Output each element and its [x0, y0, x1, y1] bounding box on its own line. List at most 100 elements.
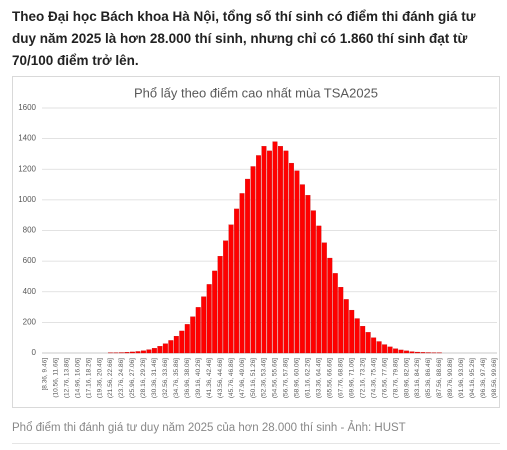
x-tick-label: (12.76, 13.86]: [63, 358, 70, 398]
bar: [371, 337, 377, 354]
x-tick-label: (14.96, 16.06]: [74, 358, 81, 398]
x-tick-label: (45.76, 46.86]: [228, 358, 235, 398]
x-tick-label: (36.96, 38.06]: [184, 358, 191, 398]
x-tick-label: (50.16, 51.26]: [250, 358, 257, 398]
bar: [272, 141, 278, 354]
bar: [157, 346, 163, 354]
bar: [288, 162, 294, 354]
bar: [267, 150, 272, 354]
bar: [129, 351, 135, 354]
x-tick-label: (10.56, 11.66]: [52, 358, 59, 398]
x-tick-label: (91.96, 93.06]: [458, 358, 465, 398]
x-tick-label: (47.96, 49.06]: [239, 358, 246, 398]
bar: [321, 242, 327, 354]
bar: [365, 332, 371, 354]
bar: [184, 324, 190, 354]
bar: [162, 343, 168, 354]
x-tick-label: (96.36, 97.46]: [480, 358, 487, 398]
x-tick-label: (43.56, 44.66]: [217, 358, 224, 398]
bar: [179, 330, 185, 354]
y-tick-label: 1400: [18, 134, 36, 143]
bar: [376, 341, 382, 354]
bar: [256, 155, 261, 354]
bar: [299, 184, 305, 354]
bar: [404, 350, 410, 354]
bar: [228, 224, 234, 354]
bar: [212, 270, 218, 354]
bar: [234, 208, 240, 354]
y-tick-label: 1600: [18, 103, 36, 112]
y-tick-label: 0: [32, 348, 37, 357]
bar: [420, 352, 426, 354]
bar: [327, 257, 333, 354]
bar: [349, 309, 355, 354]
x-tick-label: (83.16, 84.26]: [414, 358, 421, 398]
x-tick-label: (32.56, 33.66]: [162, 358, 169, 398]
divider: [12, 443, 500, 444]
bar: [382, 344, 388, 354]
bar: [140, 350, 146, 354]
x-tick-label: (72.16, 73.26]: [359, 358, 366, 398]
x-tick-label: (69.96, 71.06]: [348, 358, 355, 398]
bar: [201, 296, 207, 354]
x-tick-label: (17.16, 18.26]: [85, 358, 92, 398]
x-tick-label: (21.56, 22.66]: [107, 358, 114, 398]
bar: [146, 349, 152, 354]
bar: [294, 170, 300, 354]
bar: [338, 287, 344, 354]
x-tick-label: (39.16, 40.26]: [195, 358, 202, 398]
bar: [151, 348, 157, 354]
x-tick-label: (63.36, 64.46]: [316, 358, 323, 398]
bar: [195, 307, 201, 354]
x-tick-label: (74.36, 75.46]: [370, 358, 377, 398]
bar: [360, 326, 366, 354]
bar: [173, 336, 179, 354]
bar: [245, 178, 251, 354]
bar: [310, 210, 316, 354]
x-tick-label: (52.36, 53.46]: [261, 358, 268, 398]
bar: [387, 346, 393, 354]
paragraph: Theo Đại học Bách khoa Hà Nội, tổng số t…: [12, 9, 476, 68]
y-tick-label: 1200: [18, 164, 36, 173]
y-tick-label: 1000: [18, 195, 36, 204]
x-tick-label: (76.56, 77.66]: [381, 358, 388, 398]
x-tick-label: (23.76, 24.86]: [118, 358, 125, 398]
x-tick-label: (65.56, 66.66]: [327, 358, 334, 398]
bar: [168, 340, 174, 354]
x-tick-label: (61.16, 62.26]: [305, 358, 312, 398]
x-tick-label: (41.36, 42.46]: [206, 358, 213, 398]
bar: [223, 240, 229, 354]
x-tick-label: (56.76, 57.86]: [283, 358, 290, 398]
x-tick-label: (87.56, 88.66]: [436, 358, 443, 398]
caption: Phổ điểm thi đánh giá tư duy năm 2025 củ…: [12, 422, 406, 434]
bar: [343, 299, 349, 354]
bar: [124, 352, 130, 354]
x-tick-label: (80.96, 82.06]: [403, 358, 410, 398]
bar: [283, 150, 289, 354]
y-tick-label: 800: [23, 226, 37, 235]
x-tick-label: (78.76, 79.86]: [392, 358, 399, 398]
bar: [261, 146, 267, 354]
bar: [206, 284, 212, 354]
y-tick-label: 600: [23, 256, 37, 265]
x-tick-label: (19.36, 20.46]: [96, 358, 103, 398]
bar: [305, 195, 311, 354]
bar: [409, 351, 415, 354]
x-tick-label: (34.76, 35.86]: [173, 358, 180, 398]
bar: [316, 225, 322, 354]
bar: [354, 318, 360, 354]
x-tick-label: (98.56, 99.66]: [491, 358, 498, 398]
chart-frame: [12, 76, 500, 408]
x-tick-label: (67.76, 68.86]: [337, 358, 344, 398]
x-tick-label: (85.36, 86.46]: [425, 358, 432, 398]
chart-title: Phổ lấy theo điểm cao nhất mùa TSA2025: [134, 85, 378, 100]
bar: [393, 348, 399, 354]
x-tick-label: [8.36, 9.46]: [41, 358, 48, 391]
y-tick-label: 400: [23, 287, 37, 296]
bar: [217, 256, 223, 354]
x-tick-label: (28.16, 29.26]: [140, 358, 147, 398]
bar: [239, 193, 245, 354]
bar: [415, 351, 420, 354]
